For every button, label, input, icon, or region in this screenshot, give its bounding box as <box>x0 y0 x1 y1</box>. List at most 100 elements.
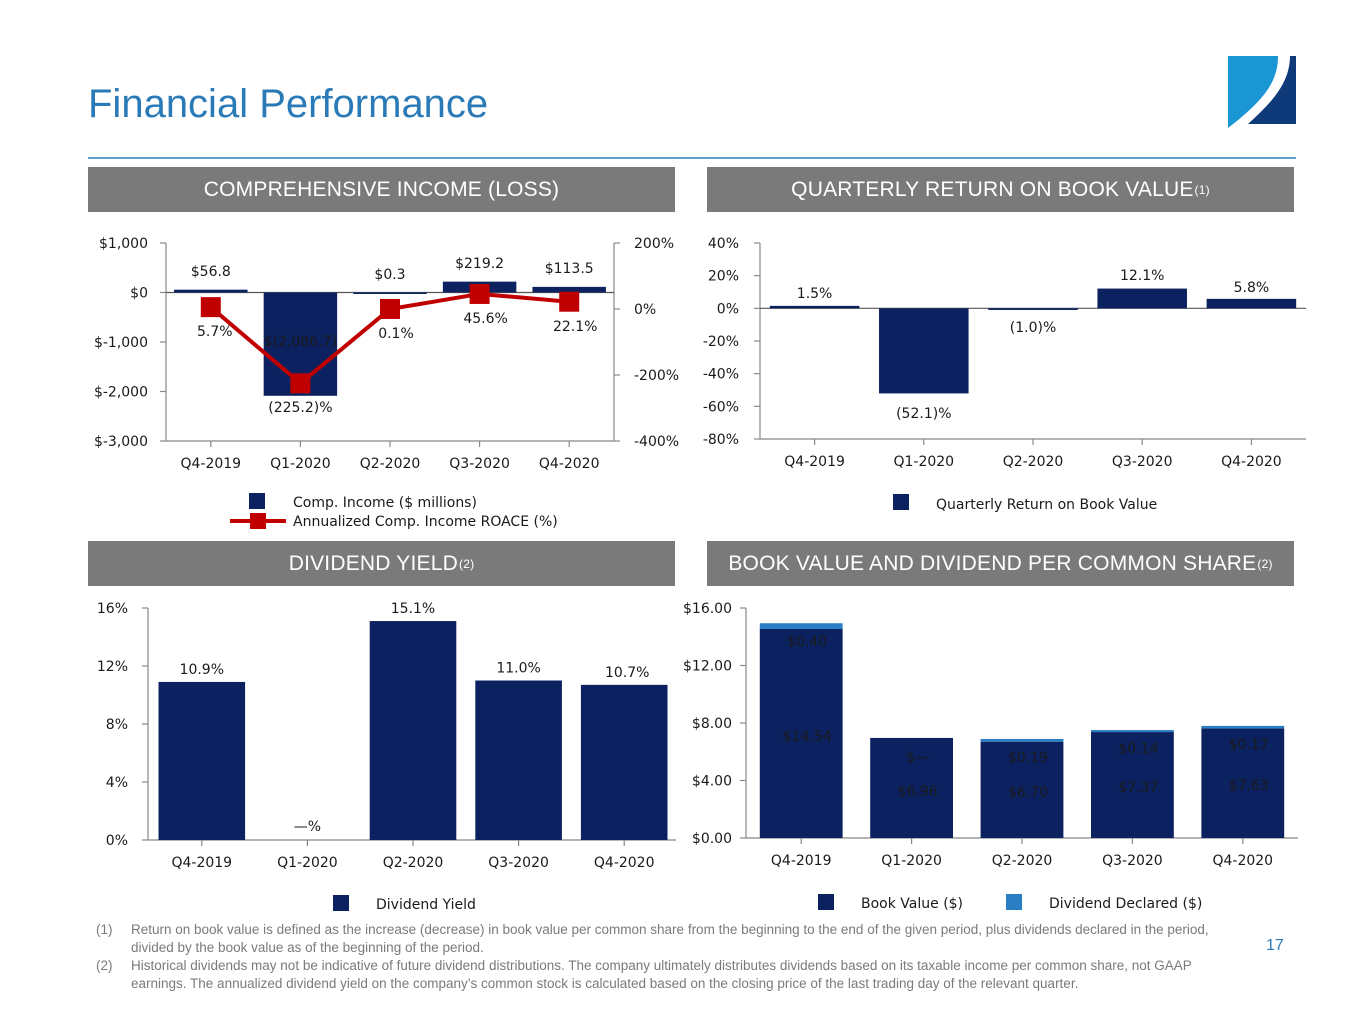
x-tick-label: Q1-2020 <box>881 853 942 869</box>
y-tick-label: $4.00 <box>692 774 732 790</box>
x-tick-label: Q1-2020 <box>270 456 331 472</box>
x-tick-label: Q2-2020 <box>992 853 1053 869</box>
bar-dividend <box>1201 725 1285 729</box>
bar-book-value <box>1201 728 1285 838</box>
x-tick-label: Q4-2019 <box>784 454 845 470</box>
y-tick-label: 4% <box>106 775 128 791</box>
y-tick-label: $-3,000 <box>94 434 148 450</box>
bar-value-label: 5.8% <box>1234 280 1270 296</box>
bar-dividend <box>759 623 843 629</box>
bar <box>174 289 248 293</box>
panel-header-bv-div: BOOK VALUE AND DIVIDEND PER COMMON SHARE… <box>707 541 1294 586</box>
legend-swatch <box>893 494 909 510</box>
bar <box>879 308 969 394</box>
x-tick-label: Q3-2020 <box>449 456 510 472</box>
x-tick-label: Q4-2019 <box>771 853 832 869</box>
bar-book-value <box>870 737 953 838</box>
y-tick-label: 8% <box>106 717 128 733</box>
bar-dividend <box>980 738 1064 742</box>
y-tick-label: $1,000 <box>99 236 148 252</box>
y-tick-label: -60% <box>703 399 739 415</box>
roace-value-label: 45.6% <box>463 311 507 327</box>
roace-value-label: 22.1% <box>553 319 597 335</box>
legend-swatch <box>333 895 349 911</box>
legend-label: Book Value ($) <box>861 896 963 912</box>
x-tick-label: Q2-2020 <box>1003 454 1064 470</box>
roace-marker <box>469 283 490 304</box>
roace-marker <box>200 297 221 318</box>
legend-swatch-comp-income <box>249 493 265 509</box>
bar-dividend <box>1091 730 1174 733</box>
y-tick-label: -20% <box>703 334 739 350</box>
bar <box>1097 288 1187 309</box>
bar <box>580 684 668 840</box>
legend-swatch-roace <box>250 513 266 529</box>
y-tick-label: -80% <box>703 432 739 448</box>
bar-value-label: $56.8 <box>191 264 231 280</box>
footnote-2: (2) Historical dividends may not be indi… <box>96 957 1216 993</box>
title-divider <box>88 157 1296 159</box>
legend-label: Comp. Income ($ millions) <box>293 495 477 511</box>
panel-title: COMPREHENSIVE INCOME (LOSS) <box>203 177 560 201</box>
x-tick-label: Q2-2020 <box>360 456 421 472</box>
x-tick-label: Q4-2020 <box>539 456 600 472</box>
x-tick-label: Q4-2020 <box>594 855 655 871</box>
y-tick-label: 0% <box>106 833 128 849</box>
bar-book-value <box>759 628 843 838</box>
y2-tick-label: 0% <box>634 302 656 318</box>
panel-title: QUARTERLY RETURN ON BOOK VALUE <box>791 177 1194 201</box>
x-tick-label: Q3-2020 <box>1112 454 1173 470</box>
roace-marker <box>380 298 400 319</box>
roace-value-label: 0.1% <box>378 326 414 342</box>
logo-light-shape <box>1228 56 1278 128</box>
y-tick-label: $8.00 <box>692 716 732 732</box>
y-tick-label: 16% <box>97 601 128 617</box>
bar <box>1206 298 1297 309</box>
dividend-value-label: $— <box>906 750 929 766</box>
bar <box>353 292 427 294</box>
footnote-ref: (2) <box>1257 556 1273 571</box>
bar-book-value <box>980 741 1064 838</box>
y2-tick-label: -200% <box>634 368 679 384</box>
bar-value-label: —% <box>294 819 321 835</box>
bar <box>369 621 457 840</box>
bar-value-label: $0.3 <box>374 267 405 283</box>
book-value-label: $14.54 <box>783 729 832 745</box>
bar <box>532 286 606 293</box>
book-value-label: $7.63 <box>1229 778 1269 794</box>
bar-value-label: $113.5 <box>545 261 594 277</box>
x-tick-label: Q1-2020 <box>277 855 338 871</box>
bar <box>158 681 246 840</box>
bar-value-label: 10.7% <box>605 665 649 681</box>
panel-header-return-bv: QUARTERLY RETURN ON BOOK VALUE (1) <box>707 167 1294 212</box>
bar-value-label: $219.2 <box>455 256 504 272</box>
footnote-number: (1) <box>96 922 113 937</box>
x-tick-label: Q4-2019 <box>180 456 241 472</box>
book-value-label: $6.70 <box>1008 785 1048 801</box>
footnote-1: (1) Return on book value is defined as t… <box>96 921 1216 957</box>
y-tick-label: 0% <box>717 301 739 317</box>
x-tick-label: Q4-2019 <box>171 855 232 871</box>
bar-value-label: 1.5% <box>797 286 833 302</box>
legend-label: Dividend Declared ($) <box>1049 896 1202 912</box>
footnote-ref: (2) <box>459 556 475 571</box>
y-tick-label: -40% <box>703 367 739 383</box>
footnote-ref: (1) <box>1194 182 1210 197</box>
y-tick-label: 12% <box>97 659 128 675</box>
roace-value-label: (225.2)% <box>268 400 332 416</box>
x-tick-label: Q3-2020 <box>1102 853 1163 869</box>
roace-marker <box>290 373 311 394</box>
y-tick-label: $-1,000 <box>94 335 148 351</box>
bar-value-label: (1.0)% <box>1010 320 1057 336</box>
y-tick-label: 20% <box>708 269 739 285</box>
y-tick-label: $16.00 <box>683 601 732 617</box>
legend-swatch-dividend <box>1006 894 1022 910</box>
panel-header-div-yield: DIVIDEND YIELD (2) <box>88 541 675 586</box>
footnote-number: (2) <box>96 958 113 973</box>
footnote-text: Historical dividends may not be indicati… <box>131 958 1192 991</box>
dividend-value-label: $0.17 <box>1229 737 1269 753</box>
bar <box>475 680 562 840</box>
bar-book-value <box>1091 732 1174 838</box>
panel-header-comp-income: COMPREHENSIVE INCOME (LOSS) <box>88 167 675 212</box>
